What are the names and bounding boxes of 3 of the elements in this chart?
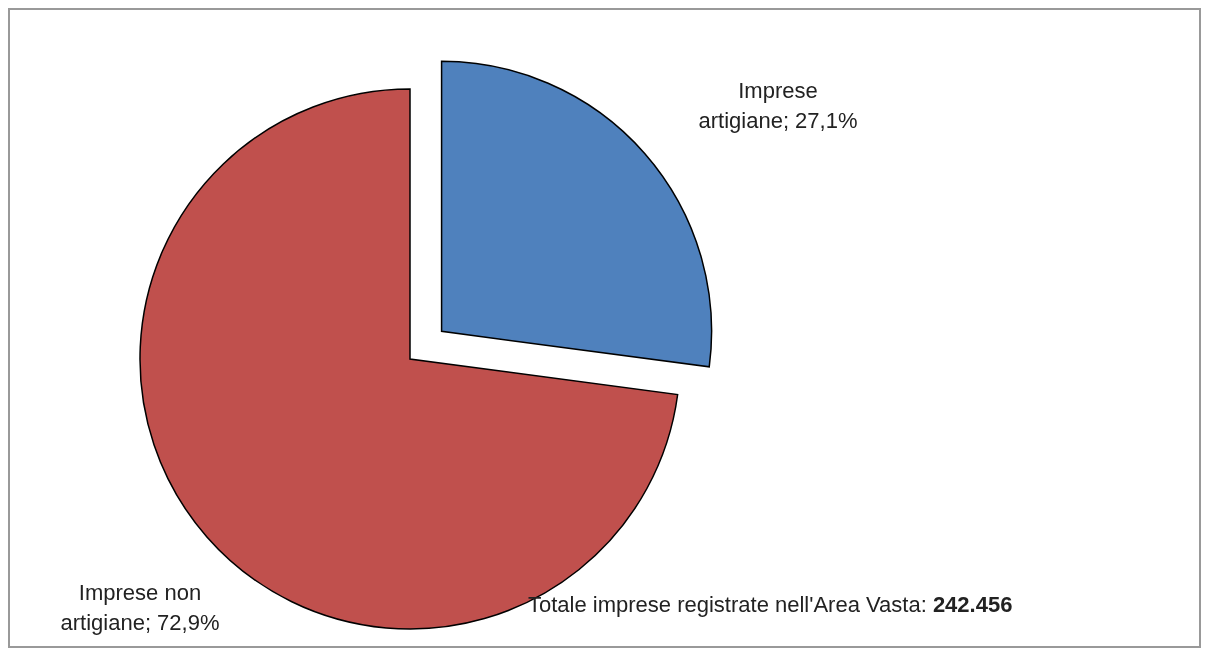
slice-label: Imprese non artigiane; 72,9% xyxy=(60,580,220,635)
text: Totale imprese registrate nell'Area Vasta: 242.456 xyxy=(528,592,1013,618)
slice-label: Imprese artigiane; 27,1% xyxy=(698,78,858,133)
